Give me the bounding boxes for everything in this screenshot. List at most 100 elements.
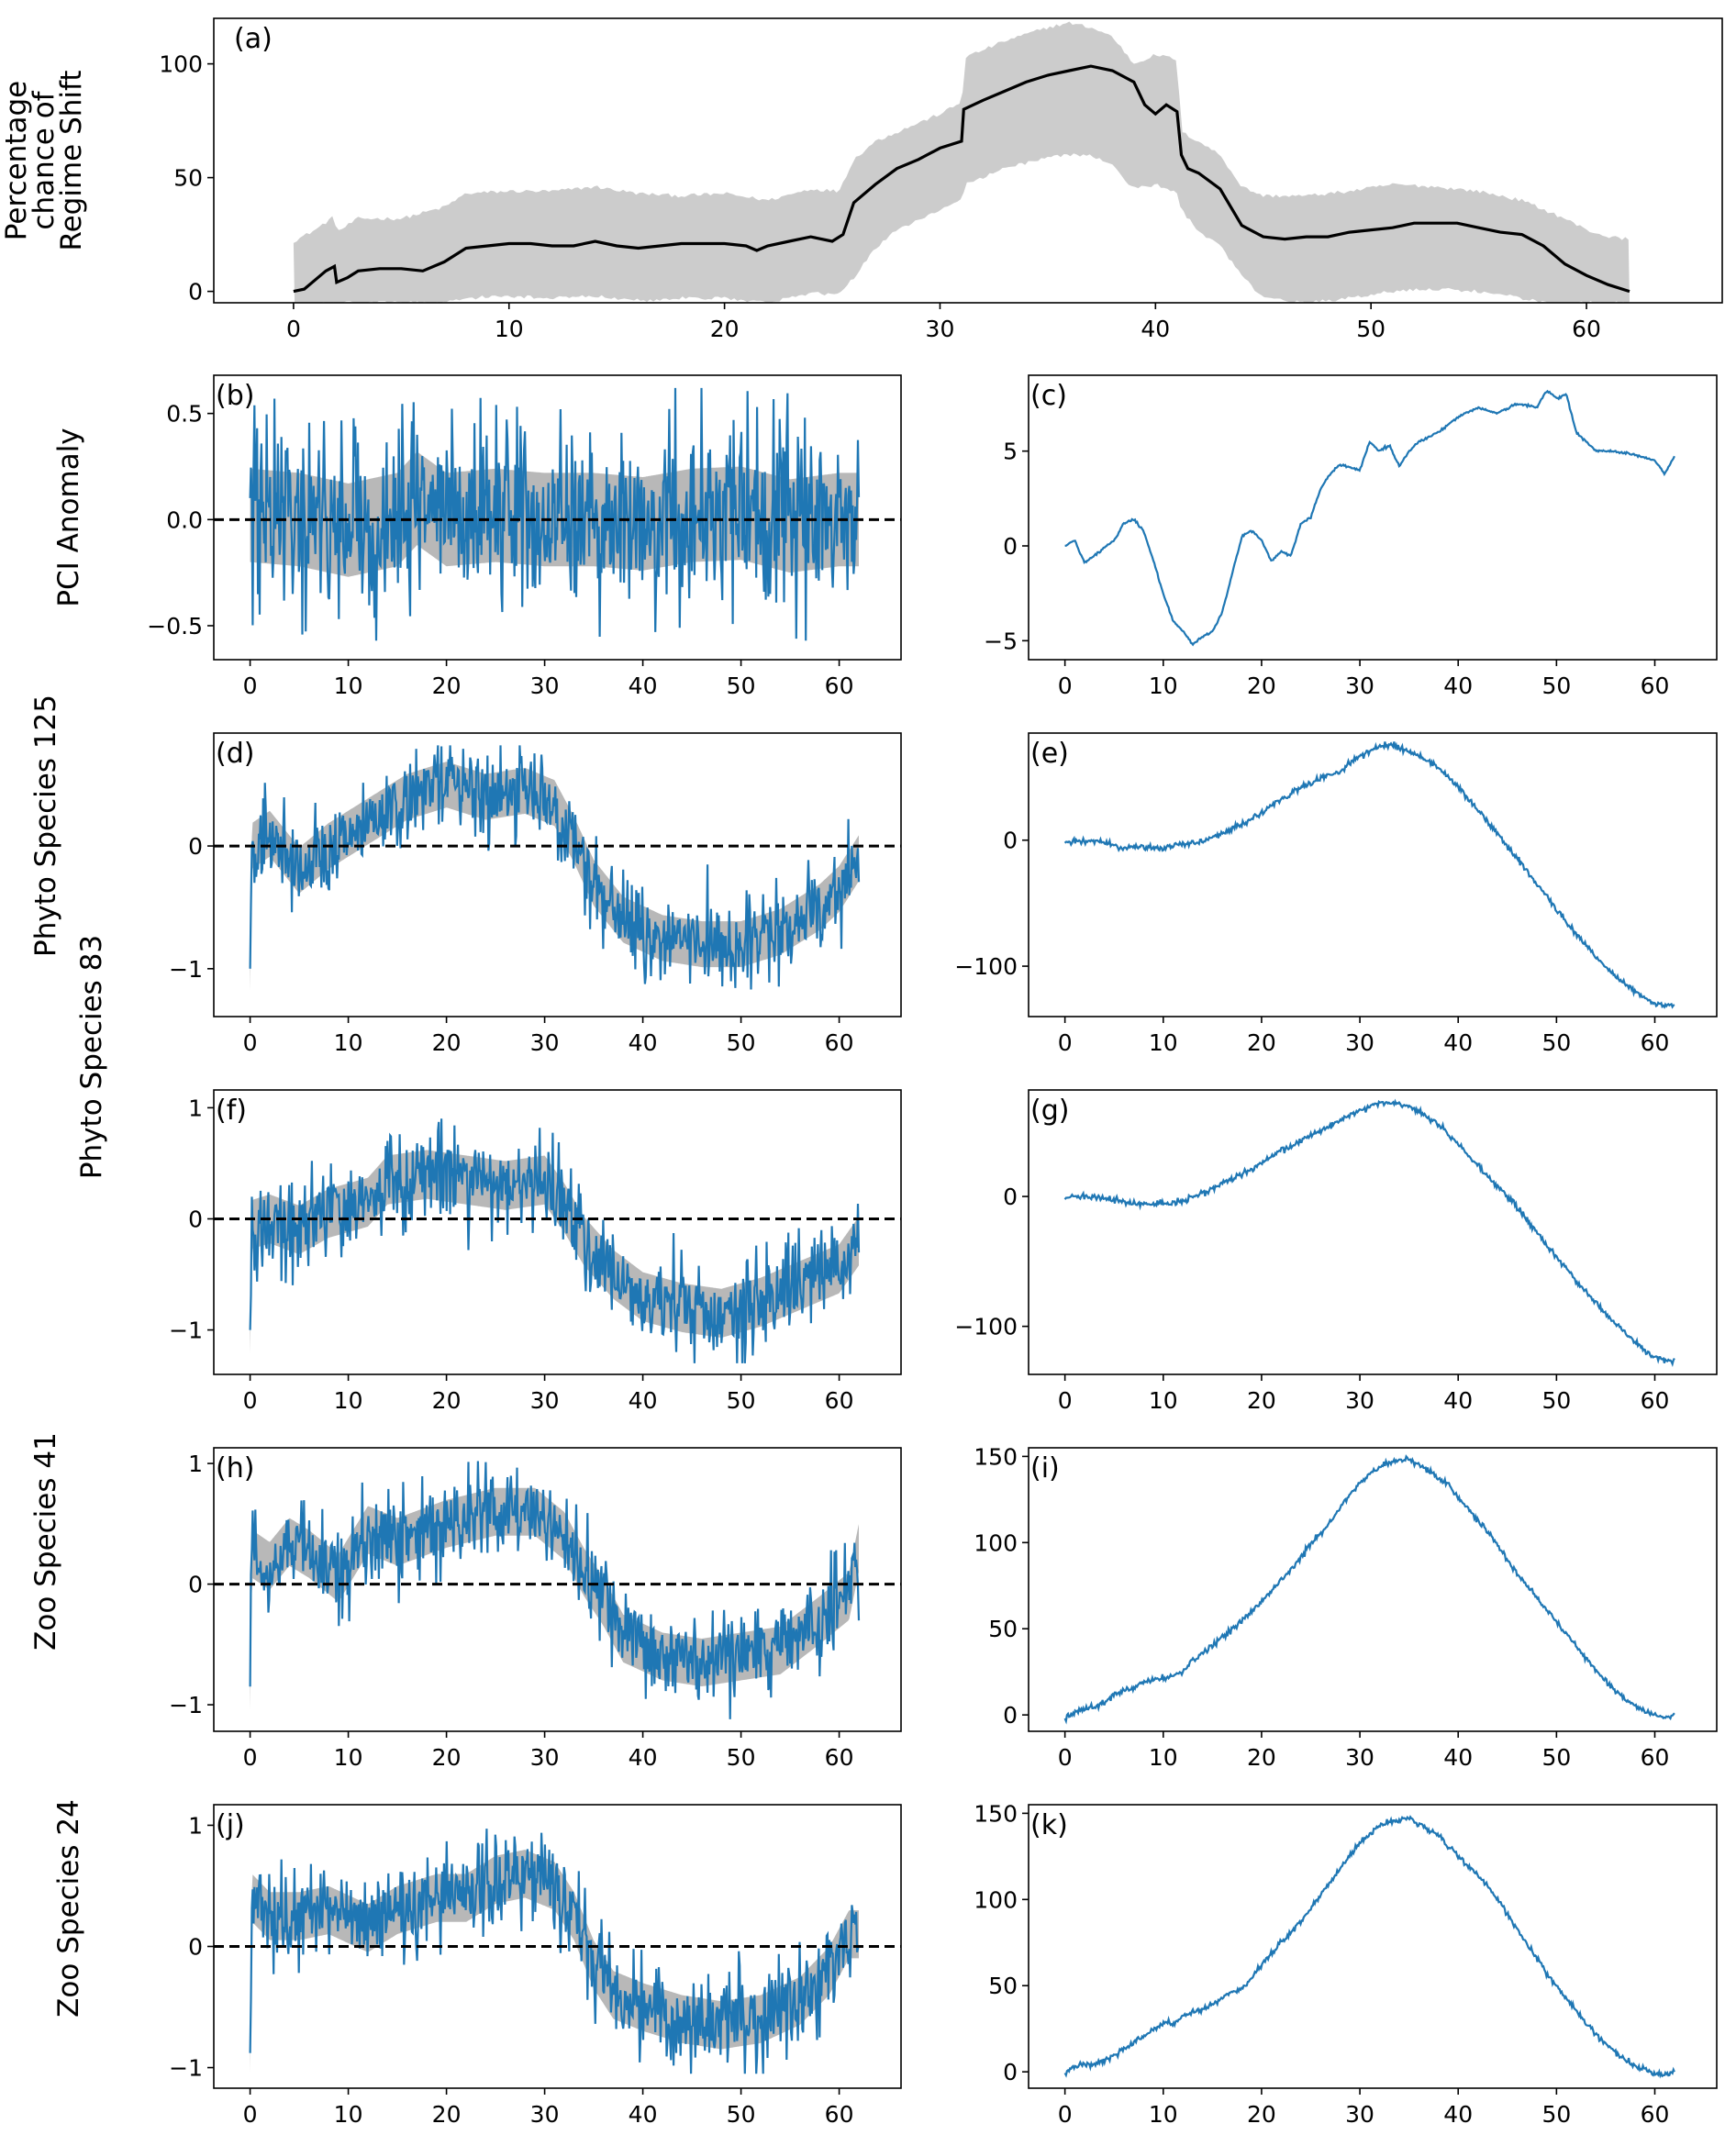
plot-area [214, 387, 901, 641]
y-axis-label: PCI Anomaly [52, 428, 85, 606]
x-tick-label: 60 [1641, 1744, 1670, 1771]
panel-label: (e) [1030, 738, 1069, 770]
y-tick-label: 0 [188, 1934, 203, 1961]
y-tick-label: 0 [1003, 828, 1018, 854]
x-tick-label: 30 [1345, 1744, 1374, 1771]
axes-frame [1028, 1089, 1718, 1375]
x-tick-label: 30 [530, 673, 560, 699]
x-tick-label: 20 [1247, 1744, 1276, 1771]
x-tick-label: 60 [1641, 673, 1670, 699]
axes-frame [213, 732, 902, 1017]
y-axis-label: Regime Shift [55, 70, 88, 250]
axes-frame [213, 374, 902, 661]
x-tick-label: 0 [243, 1744, 258, 1771]
x-tick-label: 20 [1247, 1387, 1276, 1414]
x-tick-label: 40 [629, 2101, 658, 2128]
x-tick-label: 60 [825, 2101, 854, 2128]
y-axis-label: Percentage [0, 81, 33, 240]
x-tick-label: 50 [1541, 2101, 1571, 2128]
x-tick-label: 30 [1345, 2101, 1374, 2128]
panel-label: (i) [1030, 1452, 1060, 1484]
x-tick-label: 20 [1247, 1029, 1276, 1056]
y-axis-label: Phyto Species 83 [75, 935, 108, 1179]
x-tick-label: 10 [1149, 2101, 1178, 2128]
y-tick-label: 100 [974, 1529, 1018, 1556]
plot-area [214, 1118, 901, 1363]
panel-label: (f) [216, 1095, 247, 1127]
x-tick-label: 60 [1641, 2101, 1670, 2128]
y-tick-label: 0 [188, 279, 203, 306]
y-tick-label: −1 [169, 1318, 203, 1344]
plot-area [214, 745, 901, 992]
axes-frame [213, 1089, 902, 1375]
y-tick-label: −1 [169, 956, 203, 983]
x-tick-label: 40 [1443, 673, 1473, 699]
x-tick-label: 50 [1541, 673, 1571, 699]
series-line [249, 1461, 861, 1719]
panel-f: 0 10 20 30 40 50 60 −1 0 1 (f) Phyto Species 83 [75, 935, 902, 1414]
x-tick-label: 0 [1058, 1744, 1073, 1771]
x-tick-label: 30 [530, 1387, 560, 1414]
y-axis-label: Zoo Species 24 [52, 1799, 85, 2018]
x-tick-label: 60 [825, 1029, 854, 1056]
axes-frame [1028, 1447, 1718, 1732]
x-tick-label: 40 [1141, 316, 1170, 342]
panel-k: 0 10 20 30 40 50 60 0 50 100 150 (k) [974, 1800, 1718, 2128]
panel-b: 0 10 20 30 40 50 60 −0.5 0.0 0.5 (b) PCI Anomaly [52, 374, 902, 699]
y-tick-label: 1 [188, 1095, 203, 1121]
plot-area [214, 1829, 901, 2074]
x-tick-label: 20 [1247, 673, 1276, 699]
y-tick-label: 50 [988, 1616, 1018, 1642]
x-tick-label: 10 [334, 2101, 363, 2128]
x-tick-label: 60 [1641, 1029, 1670, 1056]
uncertainty-band [293, 21, 1630, 303]
panel-d: 0 10 20 30 40 50 60 −1 0 (d) Phyto Species 125 [29, 695, 902, 1056]
axes-frame [1028, 1804, 1718, 2089]
x-tick-label: 50 [1356, 316, 1385, 342]
mean-line [293, 64, 1630, 294]
x-tick-label: 20 [432, 2101, 462, 2128]
x-tick-label: 10 [334, 1387, 363, 1414]
x-tick-label: 60 [825, 1387, 854, 1414]
x-tick-label: 20 [1247, 2101, 1276, 2128]
panel-e: 0 10 20 30 40 50 60 −100 0 (e) [954, 732, 1718, 1056]
series-line [249, 1829, 861, 2074]
plot-area [1063, 1454, 1675, 1725]
panel-c: 0 10 20 30 40 50 60 −5 0 5 (c) [984, 374, 1718, 699]
y-tick-label: −5 [984, 628, 1018, 654]
x-tick-label: 30 [530, 2101, 560, 2128]
plot-area [214, 1461, 901, 1719]
series-line [249, 1118, 861, 1363]
x-tick-label: 10 [1149, 1387, 1178, 1414]
x-tick-label: 20 [432, 1387, 462, 1414]
y-tick-label: 150 [974, 1443, 1018, 1470]
x-tick-label: 30 [530, 1029, 560, 1056]
panel-label: (j) [216, 1809, 245, 1841]
x-tick-label: 10 [1149, 673, 1178, 699]
x-tick-label: 40 [1443, 2101, 1473, 2128]
x-tick-label: 60 [1641, 1387, 1670, 1414]
y-tick-label: 150 [974, 1800, 1018, 1827]
x-tick-label: 0 [1058, 2101, 1073, 2128]
series-line [1063, 1815, 1675, 2079]
x-tick-label: 40 [1443, 1029, 1473, 1056]
x-tick-label: 30 [926, 316, 955, 342]
y-tick-label: 0 [1003, 1702, 1018, 1729]
y-tick-label: 1 [188, 1812, 203, 1839]
x-tick-label: 0 [243, 673, 258, 699]
axes-frame [1028, 374, 1718, 661]
x-tick-label: 0 [286, 316, 301, 342]
y-tick-label: 100 [159, 51, 203, 78]
x-tick-label: 30 [530, 1744, 560, 1771]
x-tick-label: 10 [334, 1029, 363, 1056]
x-tick-label: 50 [727, 1744, 756, 1771]
panel-label: (c) [1030, 380, 1067, 412]
plot-area [1064, 389, 1675, 647]
x-tick-label: 10 [334, 673, 363, 699]
series-line [1064, 389, 1675, 647]
y-tick-label: 0 [1003, 1184, 1018, 1210]
x-tick-label: 0 [243, 2101, 258, 2128]
plot-area [1063, 741, 1675, 1009]
panel-label: (a) [234, 23, 273, 55]
panel-i: 0 10 20 30 40 50 60 0 50 100 150 (i) [974, 1443, 1718, 1771]
